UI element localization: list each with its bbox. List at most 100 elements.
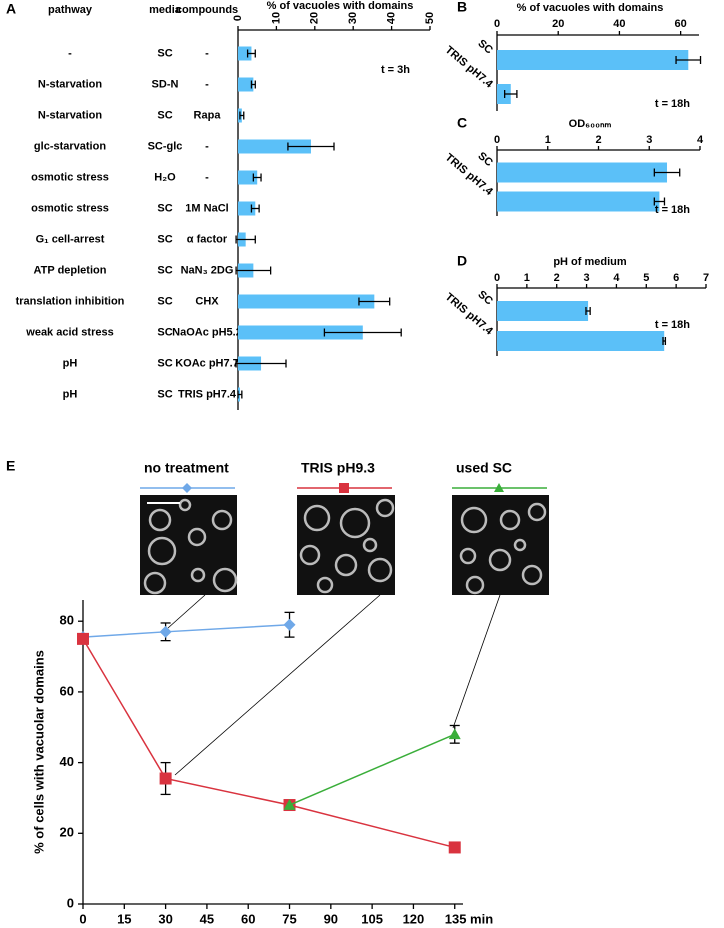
x-tick-label: 60 [241, 911, 255, 926]
bar [497, 331, 665, 351]
x-tick-label: 7 [703, 272, 709, 284]
x-tick-label: 60 [675, 18, 687, 30]
x-tick-label: 30 [158, 911, 172, 926]
x-tick-label: 45 [200, 911, 214, 926]
legend-label: no treatment [144, 460, 229, 476]
micrograph [140, 495, 238, 595]
x-tick-label: 2 [595, 134, 601, 146]
row-label: G₁ cell-arrest [36, 233, 105, 245]
axis-title: % of vacuoles with domains [267, 0, 414, 12]
axis-title: OD₆₀₀ₙₘ [569, 118, 612, 130]
axis-title: pH of medium [553, 256, 627, 268]
media-label: SC-glc [148, 140, 183, 152]
x-tick-label: 0 [494, 134, 500, 146]
x-tick-label: 0 [494, 272, 500, 284]
row-label: osmotic stress [31, 171, 109, 183]
x-tick-label: 0 [494, 18, 500, 30]
annotation: t = 3h [381, 64, 410, 76]
y-tick-label: 20 [60, 825, 74, 840]
media-label: SC [157, 109, 172, 121]
compound-label: CHX [195, 295, 219, 307]
compound-label: α factor [187, 233, 228, 245]
bar [497, 50, 689, 70]
column-header: media [149, 4, 182, 16]
media-label: SC [157, 326, 172, 338]
media-label: SC [157, 264, 172, 276]
row-label: N-starvation [38, 78, 102, 90]
annotation: t = 18h [655, 319, 690, 331]
x-tick-label: 15 [117, 911, 131, 926]
x-tick-label: 20 [552, 18, 564, 30]
marker [182, 483, 192, 493]
x-tick-label: 6 [673, 272, 679, 284]
x-tick-label: 50 [424, 12, 436, 24]
panel-label: E [6, 458, 15, 474]
media-label: SC [157, 202, 172, 214]
x-tick-label: 135 min [445, 911, 493, 926]
marker [159, 625, 172, 638]
micrograph [452, 495, 549, 595]
marker [283, 799, 296, 810]
x-tick-label: 75 [282, 911, 296, 926]
x-tick-label: 0 [79, 911, 86, 926]
bar [238, 139, 311, 154]
row-label: pH [63, 357, 78, 369]
row-label: ATP depletion [34, 264, 107, 276]
series-line [82, 638, 455, 849]
x-tick-label: 40 [386, 12, 398, 24]
bar [497, 301, 589, 321]
compound-label: - [205, 171, 209, 183]
bar [238, 170, 258, 185]
row-label: pH [63, 388, 78, 400]
category-label: SC [475, 38, 494, 57]
series-line [289, 733, 456, 806]
bar [497, 191, 660, 212]
compound-label: 1M NaCl [185, 202, 228, 214]
x-tick-label: 40 [613, 18, 625, 30]
media-label: H₂O [154, 171, 176, 183]
connector [452, 594, 501, 729]
category-label: SC [475, 289, 494, 308]
marker [448, 841, 461, 854]
bar [238, 77, 254, 92]
annotation: t = 18h [655, 98, 690, 110]
x-tick-label: 3 [646, 134, 652, 146]
marker [283, 618, 296, 631]
x-tick-label: 30 [347, 12, 359, 24]
panel-label: D [457, 253, 467, 269]
media-label: SC [157, 47, 172, 59]
media-label: SC [157, 295, 172, 307]
x-tick-label: 20 [309, 12, 321, 24]
series-line [82, 623, 290, 638]
x-tick-label: 120 [403, 911, 425, 926]
x-tick-label: 0 [232, 15, 244, 21]
panel-label: C [457, 115, 467, 131]
row-label: translation inhibition [16, 295, 125, 307]
x-tick-label: 3 [584, 272, 590, 284]
bar [497, 84, 511, 104]
panel-label: B [457, 0, 467, 15]
x-tick-label: 2 [554, 272, 560, 284]
compound-label: NaN₃ 2DG [181, 264, 234, 276]
y-tick-label: 0 [67, 895, 74, 910]
connector [174, 594, 381, 776]
compound-label: NaOAc pH5.2 [172, 326, 242, 338]
x-tick-label: 1 [524, 272, 530, 284]
media-label: SD-N [152, 78, 179, 90]
row-label: N-starvation [38, 109, 102, 121]
media-label: SC [157, 388, 172, 400]
legend-label: used SC [456, 460, 512, 476]
x-tick-label: 5 [643, 272, 649, 284]
category-label: SC [475, 150, 494, 169]
row-label: - [68, 47, 72, 59]
y-tick-label: 40 [60, 754, 74, 769]
row-label: osmotic stress [31, 202, 109, 214]
y-tick-label: 80 [60, 613, 74, 628]
marker [77, 632, 89, 645]
legend-label: TRIS pH9.3 [301, 460, 375, 476]
x-tick-label: 90 [324, 911, 338, 926]
compound-label: - [205, 47, 209, 59]
y-tick-label: 60 [60, 683, 74, 698]
bar [497, 162, 668, 183]
